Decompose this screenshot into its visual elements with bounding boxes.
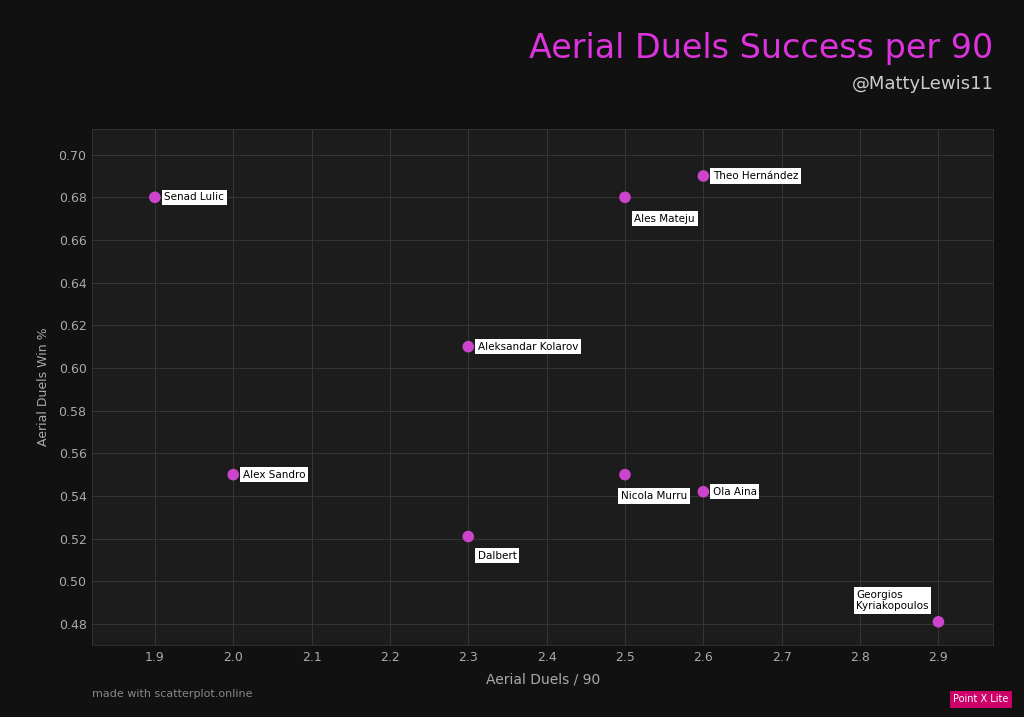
Point (460, 531, 476, 542)
Point (695, 170, 712, 181)
Point (460, 341, 476, 352)
Point (930, 616, 946, 627)
Text: Dalbert: Dalbert (477, 551, 516, 561)
Text: Ales Mateju: Ales Mateju (635, 214, 695, 224)
X-axis label: Aerial Duels / 90: Aerial Duels / 90 (485, 673, 600, 686)
Text: Nicola Murru: Nicola Murru (622, 491, 687, 501)
Text: Senad Lulic: Senad Lulic (164, 192, 224, 202)
Y-axis label: Aerial Duels Win %: Aerial Duels Win % (37, 328, 50, 447)
Point (225, 469, 242, 480)
Point (695, 486, 712, 498)
Point (616, 191, 633, 203)
Text: Georgios
Kyriakopoulos: Georgios Kyriakopoulos (856, 589, 929, 612)
Point (616, 469, 633, 480)
Text: Aleksandar Kolarov: Aleksandar Kolarov (477, 341, 579, 351)
Text: Theo Hernández: Theo Hernández (713, 171, 798, 181)
Point (146, 191, 163, 203)
Text: Aerial Duels Success per 90: Aerial Duels Success per 90 (529, 32, 993, 65)
Text: Alex Sandro: Alex Sandro (243, 470, 305, 480)
Text: made with scatterplot.online: made with scatterplot.online (92, 689, 253, 699)
Text: Ola Aina: Ola Aina (713, 487, 757, 497)
Text: @MattyLewis11: @MattyLewis11 (851, 75, 993, 93)
Text: Point X Lite: Point X Lite (953, 694, 1009, 704)
